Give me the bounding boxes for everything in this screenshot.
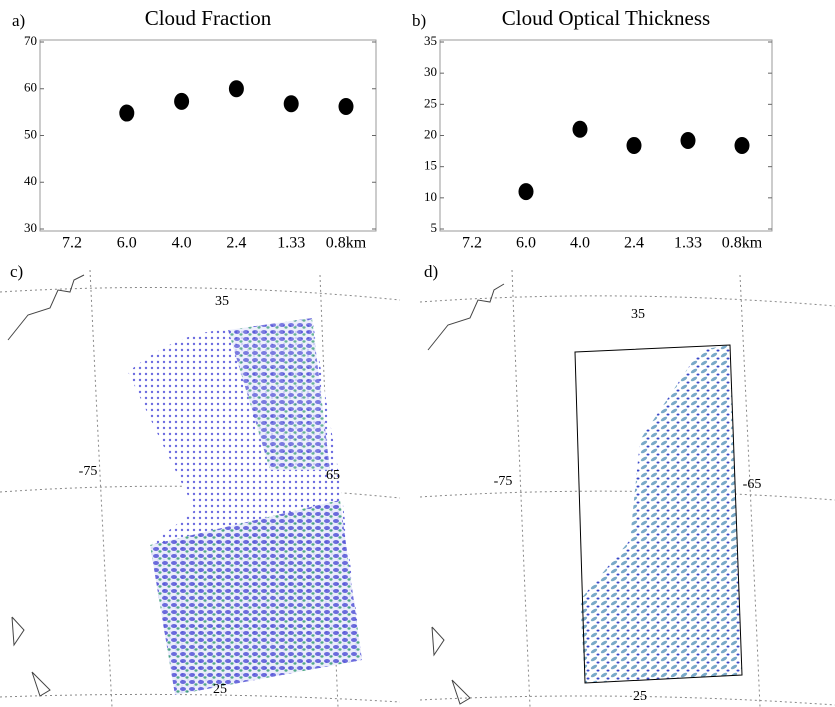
x-tick-label: 6.0 <box>117 235 137 252</box>
x-tick-label: 6.0 <box>516 235 536 252</box>
x-tick-label: 2.4 <box>226 235 246 252</box>
y-tick-label: 25 <box>424 95 437 110</box>
plot-frame <box>39 39 377 232</box>
data-point <box>119 104 135 122</box>
lat-label: 25 <box>213 682 227 697</box>
swath-d <box>580 345 742 683</box>
x-tick-label: 1.33 <box>674 235 702 252</box>
y-tick-label: 40 <box>24 173 37 188</box>
data-point <box>228 80 244 98</box>
x-tick-label: 2.4 <box>624 235 644 252</box>
map-d: d) 35 -75 -65 25 <box>419 262 835 707</box>
x-tick-label: 4.0 <box>172 235 192 252</box>
lat-label: 35 <box>215 294 229 309</box>
panel-label: b) <box>412 11 426 30</box>
x-tick-label: 0.8km <box>722 235 763 252</box>
data-point <box>338 98 354 116</box>
map-c: c) 35 -75 65 25 <box>0 262 401 707</box>
plot-frame <box>439 39 773 232</box>
y-tick-label: 70 <box>24 33 37 48</box>
chart-title: Cloud Optical Thickness <box>502 6 710 30</box>
data-point <box>572 120 588 138</box>
panel-label: c) <box>10 262 23 281</box>
x-tick-label: 7.2 <box>62 235 82 252</box>
x-tick-label: 0.8km <box>326 235 367 252</box>
y-tick-label: 30 <box>424 64 437 79</box>
y-tick-label: 35 <box>424 33 437 48</box>
x-tick-label: 4.0 <box>570 235 590 252</box>
swath-c-upper <box>228 318 330 470</box>
data-point <box>174 92 190 110</box>
lon-label: -65 <box>743 477 762 492</box>
y-tick-label: 30 <box>24 220 37 235</box>
data-point <box>734 136 750 154</box>
lon-label: 65 <box>326 468 340 483</box>
y-tick-label: 60 <box>24 80 37 95</box>
x-tick-label: 7.2 <box>462 235 482 252</box>
lat-label: 25 <box>633 689 647 704</box>
y-tick-label: 20 <box>424 126 437 141</box>
swath-c-dense <box>150 500 362 695</box>
y-tick-label: 15 <box>424 158 437 173</box>
chart-title: Cloud Fraction <box>145 6 272 30</box>
y-tick-label: 50 <box>24 126 37 141</box>
panel-label: a) <box>12 11 25 30</box>
y-tick-label: 5 <box>431 220 438 235</box>
lon-label: -75 <box>79 464 98 479</box>
lat-label: 35 <box>631 307 645 322</box>
data-point <box>680 131 696 149</box>
swath-d-frame <box>574 344 743 684</box>
data-point <box>626 136 642 154</box>
x-tick-label: 1.33 <box>277 235 305 252</box>
y-tick-label: 10 <box>424 189 437 204</box>
panel-label: d) <box>424 262 438 281</box>
data-point <box>518 183 534 201</box>
data-point <box>283 95 299 113</box>
lon-label: -75 <box>494 474 513 489</box>
